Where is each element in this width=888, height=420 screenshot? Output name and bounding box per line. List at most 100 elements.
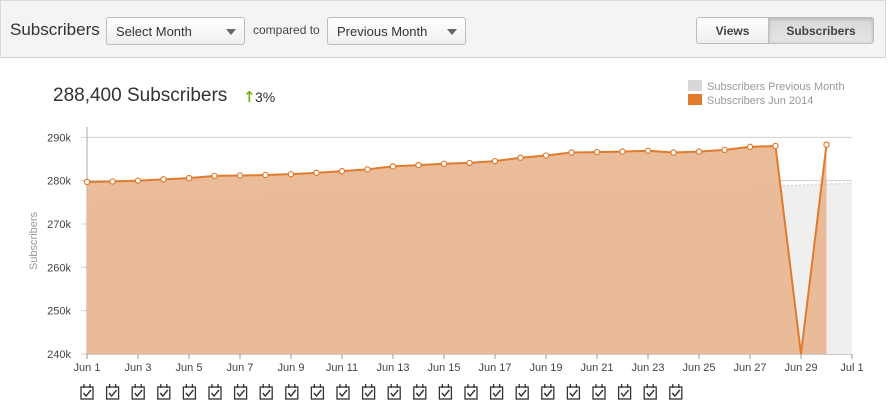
month-select[interactable]: Select Month (106, 17, 245, 45)
x-axis-ticks: Jun 1 Jun 3 Jun 5 Jun 7 Jun 9 Jun 11 Jun 13 Jun… (74, 354, 864, 374)
check-mark (313, 389, 322, 398)
y-axis-ticks: 290k 280k 270k 260k 250k 240k (47, 132, 71, 361)
calendar-icon[interactable] (617, 384, 632, 400)
views-button[interactable]: Views (696, 17, 769, 44)
data-point (670, 149, 677, 156)
data-point (695, 148, 703, 155)
calendar-body (131, 386, 145, 400)
check-mark (441, 389, 450, 398)
report-toolbar: Subscribers Select Month compared to Pre… (0, 0, 886, 58)
check-mark (492, 389, 502, 398)
calendar-body (387, 386, 401, 400)
calendar-body (438, 386, 453, 400)
annotation-markers (80, 384, 683, 400)
calendar-icon[interactable] (669, 384, 683, 400)
calendar-icon[interactable] (592, 384, 606, 400)
data-point (542, 152, 550, 159)
calendar-icon[interactable] (208, 384, 222, 400)
calendar-icon[interactable] (80, 384, 94, 400)
calendar-icon[interactable] (285, 384, 299, 400)
summary-change: 3% (255, 89, 275, 105)
calendar-icon[interactable] (182, 384, 197, 400)
data-point (160, 176, 167, 183)
y-tick-label: 250k (47, 306, 71, 318)
data-point (823, 141, 830, 148)
check-mark (338, 389, 348, 398)
calendar-body (233, 386, 248, 400)
compare-select-value: Previous Month (337, 24, 428, 39)
check-mark (466, 389, 476, 398)
calendar-icon[interactable] (413, 384, 427, 400)
chevron-down-icon (226, 29, 236, 35)
calendar-icon[interactable] (336, 384, 350, 400)
calendar-body (336, 386, 350, 400)
x-tick-label: Jul 1 (840, 362, 863, 374)
calendar-body (259, 386, 273, 400)
check-mark (594, 389, 604, 398)
calendar-icon[interactable] (259, 384, 273, 400)
calendar-icon[interactable] (233, 384, 248, 400)
data-point (593, 148, 601, 156)
calendar-body (464, 386, 478, 400)
calendar-icon[interactable] (464, 384, 478, 400)
chart-legend: Subscribers Previous Month Subscribers Ju… (688, 80, 845, 107)
check-mark (390, 389, 399, 398)
calendar-icon[interactable] (387, 384, 401, 400)
calendar-icon[interactable] (131, 384, 145, 400)
calendar-icon[interactable] (643, 384, 657, 400)
calendar-body (361, 386, 376, 400)
data-point (746, 143, 754, 151)
calendar-icon[interactable] (438, 384, 453, 400)
data-point (568, 149, 575, 156)
check-mark (262, 389, 271, 398)
check-mark (646, 389, 655, 398)
calendar-body (80, 386, 94, 400)
legend-label: Subscribers Jun 2014 (707, 95, 813, 107)
report-title: Subscribers (10, 20, 100, 39)
calendar-body (157, 386, 171, 400)
x-tick-label: Jun 23 (631, 362, 664, 374)
calendar-icon[interactable] (310, 384, 325, 400)
month-select-value: Select Month (116, 24, 192, 39)
calendar-icon[interactable] (361, 384, 376, 400)
y-tick-label: 260k (47, 262, 71, 274)
x-tick-label: Jun 3 (125, 362, 152, 374)
calendar-icon[interactable] (105, 384, 120, 400)
x-tick-label: Jun 25 (682, 362, 715, 374)
check-mark (134, 389, 143, 398)
data-point (415, 161, 422, 169)
calendar-body (489, 386, 504, 400)
check-mark (364, 389, 374, 398)
current-month-line (86, 144, 828, 355)
data-point (389, 163, 397, 170)
calendar-body (413, 386, 427, 400)
data-point (517, 154, 524, 161)
calendar-icon[interactable] (541, 384, 555, 400)
calendar-body (515, 386, 529, 400)
calendar-icon[interactable] (157, 384, 171, 400)
legend-label: Subscribers Previous Month (707, 81, 845, 93)
calendar-icon[interactable] (515, 384, 529, 400)
x-tick-label: Jun 7 (227, 362, 254, 374)
check-mark (287, 389, 297, 398)
current-month-area (87, 144, 827, 354)
check-mark (236, 389, 246, 398)
data-point (619, 148, 626, 155)
data-point (772, 142, 779, 150)
x-tick-label: Jun 11 (326, 362, 358, 374)
compare-select[interactable]: Previous Month (327, 17, 466, 45)
data-point (491, 157, 499, 165)
subscribers-button[interactable]: Subscribers (768, 17, 874, 44)
x-tick-label: Jun 13 (376, 362, 409, 374)
data-point (721, 146, 728, 154)
calendar-body (310, 386, 325, 400)
data-point (83, 178, 91, 186)
compared-to-label: compared to (253, 23, 320, 37)
calendar-icon[interactable] (566, 384, 581, 400)
calendar-icon[interactable] (489, 384, 504, 400)
data-point (466, 159, 473, 167)
x-tick-label: Jun 17 (478, 362, 511, 374)
x-tick-label: Jun 5 (176, 362, 203, 374)
data-point (109, 178, 116, 185)
